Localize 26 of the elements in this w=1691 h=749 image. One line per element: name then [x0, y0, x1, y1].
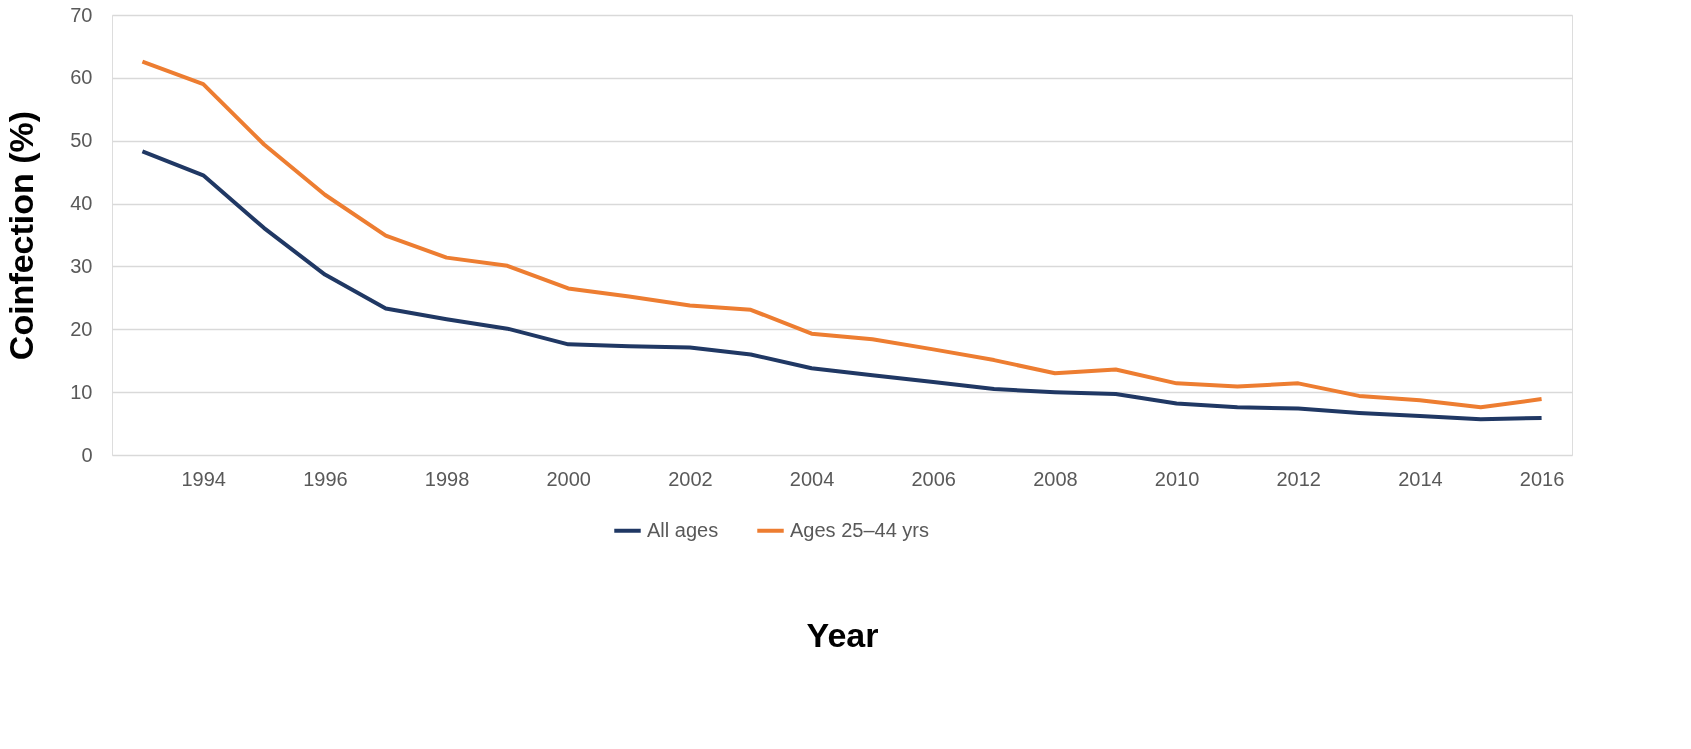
y-tick-label: 60 — [70, 66, 93, 89]
y-tick-label: 0 — [81, 443, 93, 466]
line-series — [140, 59, 1544, 410]
x-tick-label: 2010 — [1154, 467, 1200, 490]
line-series — [140, 149, 1544, 422]
legend-label: Ages 25–44 yrs — [790, 518, 929, 541]
x-tick-label: 2004 — [789, 467, 835, 490]
y-tick-label: 10 — [70, 380, 93, 403]
x-tick-label: 1996 — [303, 467, 348, 490]
x-tick-label: 2002 — [668, 467, 713, 490]
x-tick-label: 2016 — [1519, 467, 1565, 490]
y-axis-title: Coinfection (%) — [2, 110, 41, 361]
x-tick-label: 2008 — [1033, 467, 1078, 490]
legend-label: All ages — [647, 518, 719, 541]
x-tick-label: 2014 — [1398, 467, 1443, 490]
x-axis-title: Year — [806, 615, 879, 654]
x-tick-label: 2006 — [911, 467, 956, 490]
y-tick-label: 40 — [70, 192, 93, 215]
y-tick-label: 20 — [70, 317, 93, 340]
x-tick-label: 1994 — [181, 467, 226, 490]
x-tick-label: 2000 — [546, 467, 591, 490]
x-tick-label: 1998 — [424, 467, 470, 490]
y-tick-label: 70 — [70, 3, 93, 26]
y-tick-label: 30 — [70, 254, 93, 277]
x-tick-label: 2012 — [1276, 467, 1321, 490]
y-tick-label: 50 — [70, 129, 93, 152]
